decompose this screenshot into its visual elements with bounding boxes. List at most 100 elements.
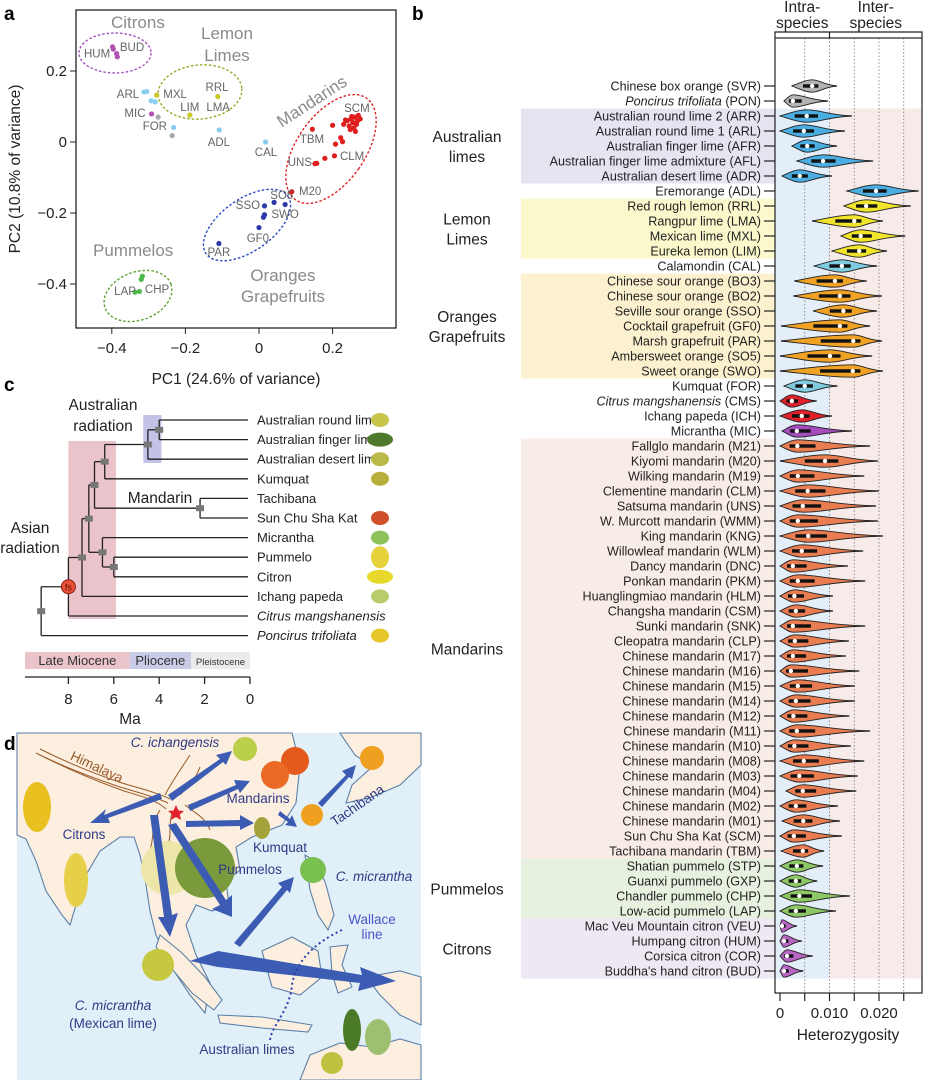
violin-row-label: Ponkan mandarin (PKM) — [623, 575, 761, 589]
tree-tip-label: Pummelo — [257, 550, 312, 565]
node-age-bar — [100, 458, 109, 465]
panel-label-a: a — [4, 4, 15, 25]
pca-point — [347, 126, 353, 133]
violin-median-dot — [858, 233, 863, 239]
violin-iqr-bar — [813, 324, 848, 328]
arrow-to-mandarins — [188, 780, 250, 811]
violin-iqr-bar — [788, 699, 811, 703]
species-code: (BO2) — [727, 290, 761, 304]
violin-median-dot — [839, 263, 845, 269]
group-label: Grapefruits — [429, 329, 506, 346]
finger-lime-fruit-icon — [343, 1009, 361, 1051]
violin-row-label: Chandler pummelo (CHP) — [616, 890, 761, 904]
node-age-bar — [155, 426, 164, 433]
fruit-icon — [371, 511, 389, 525]
pca-point-label: SWO — [271, 209, 299, 221]
violin-mxl — [839, 229, 906, 243]
violin-median-dot — [832, 278, 838, 284]
pca-point — [261, 203, 268, 209]
violin-m16 — [779, 664, 860, 678]
violin-median-dot — [789, 398, 795, 404]
violin-median-dot — [781, 938, 787, 944]
tachibana-fruit-icon-2 — [360, 746, 384, 770]
pca-cluster-label: Pummelos — [93, 241, 173, 260]
violin-snk — [779, 619, 866, 633]
violin-median-dot — [800, 503, 805, 509]
species-code: (SWO) — [723, 365, 761, 379]
pca-point-label: M20 — [299, 186, 321, 198]
group-label: limes — [449, 149, 485, 166]
violin-iqr-bar — [807, 354, 841, 358]
species-code: (M17) — [728, 650, 761, 664]
violin-row-label: Sweet orange (SWO) — [641, 365, 761, 379]
violin-m11 — [778, 724, 871, 738]
species-code: (PON) — [725, 95, 761, 109]
species-name: Cocktail grapefruit — [623, 320, 725, 334]
pca-cluster-label: Mandarins — [273, 72, 350, 131]
violin-row-label: Humpang citron (HUM) — [632, 935, 761, 949]
violin-median-dot — [801, 818, 806, 824]
violin-iqr-bar — [792, 849, 809, 853]
violin-iqr-bar — [816, 279, 843, 283]
mandarins-cluster-ellipse — [285, 93, 377, 205]
violin-median-dot — [809, 83, 815, 89]
violin-iqr-bar — [820, 339, 861, 343]
violin-median-dot — [791, 713, 796, 719]
violin-m21 — [778, 439, 871, 453]
oranges-cluster-ellipse — [202, 188, 292, 262]
pca-point — [341, 121, 347, 127]
map-label-wallace-line: line — [361, 927, 382, 942]
violin-median-dot — [793, 878, 799, 884]
species-name: Ambersweet orange — [611, 350, 724, 364]
violin-median-dot — [792, 638, 798, 644]
violin-row-label: Cocktail grapefruit (GF0) — [623, 320, 761, 334]
group-label: Australian — [433, 129, 502, 146]
pca-point-label: RRL — [206, 82, 230, 94]
pca-point-label: MXL — [163, 89, 187, 101]
species-code: (KNG) — [725, 530, 761, 544]
pca-point-label: TBM — [300, 134, 324, 146]
violin-row-label: Chinese mandarin (M04) — [622, 785, 761, 799]
violin-row-label: Clementine mandarin (CLM) — [603, 485, 761, 499]
species-name: Kumquat — [672, 380, 723, 394]
pca-point — [271, 199, 277, 205]
species-code: (UNS) — [726, 500, 761, 514]
violin-median-dot — [795, 683, 801, 689]
species-code: (SO5) — [727, 350, 761, 364]
violin-row-label: Chinese sour orange (BO2) — [607, 290, 761, 304]
tree-tip-label: Citron — [257, 569, 292, 584]
x-tick-label: 0.010 — [811, 1005, 849, 1022]
species-code: (VEU) — [727, 920, 761, 934]
species-name: Eremorange — [655, 185, 724, 199]
violin-row-label: Red rough lemon (RRL) — [627, 200, 761, 214]
panel-label-c: c — [4, 375, 15, 396]
species-name: Australian finger lime admixture — [550, 155, 726, 169]
pca-plot-frame — [75, 9, 397, 329]
violin-median-dot — [795, 473, 801, 479]
violin-median-dot — [857, 248, 862, 254]
pca-point-label: GF0 — [247, 233, 269, 245]
violin-iqr-bar — [792, 504, 822, 508]
species-code: (PKM) — [725, 575, 761, 589]
pca-cluster-label: Citrons — [111, 13, 165, 32]
pca-point — [309, 126, 315, 132]
violin-row-label: Calamondin (CAL) — [657, 260, 761, 274]
pca-point — [110, 46, 116, 52]
java — [217, 1014, 313, 1033]
species-name: Chinese mandarin — [622, 770, 724, 784]
violin-median-dot — [873, 188, 879, 194]
epoch-label: Late Miocene — [38, 653, 116, 668]
species-code: (M19) — [728, 470, 761, 484]
violin-iqr-bar — [795, 489, 826, 493]
species-name: Red rough lemon — [627, 200, 724, 214]
species-code: (COR) — [725, 950, 761, 964]
violin-median-dot — [820, 158, 826, 164]
violin-row-label: Satsuma mandarin (UNS) — [617, 500, 761, 514]
violin-row-label: Kumquat (FOR) — [672, 380, 761, 394]
species-code: (SSO) — [726, 305, 761, 319]
epoch-band — [190, 652, 250, 669]
group-band — [521, 108, 775, 184]
violin-iqr-bar — [789, 519, 818, 523]
origin-star-icon — [168, 805, 184, 820]
